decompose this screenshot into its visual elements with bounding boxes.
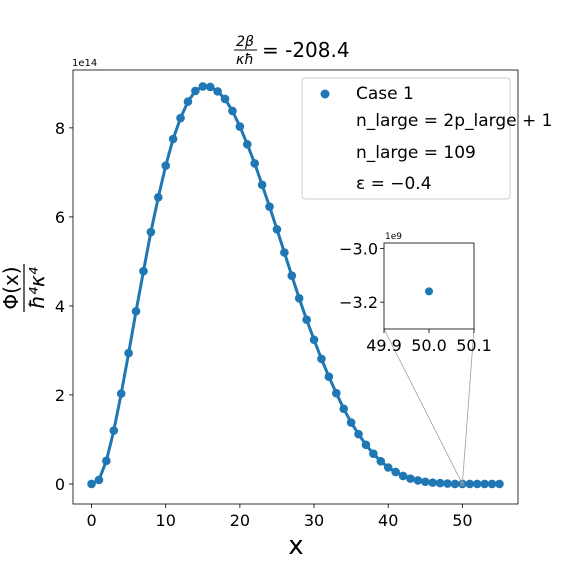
inset-connectors bbox=[383, 328, 475, 486]
data-point bbox=[287, 271, 297, 280]
data-point bbox=[472, 479, 482, 489]
inset-axes: 1e9 49.9 50.0 50.1 −3.0 −3.2 bbox=[339, 232, 492, 355]
data-point bbox=[257, 180, 267, 190]
y-tick-label: 2 bbox=[55, 386, 65, 405]
data-point bbox=[102, 456, 111, 466]
data-point bbox=[272, 225, 282, 234]
data-point bbox=[153, 193, 163, 202]
data-point bbox=[183, 97, 193, 106]
data-point bbox=[161, 161, 171, 171]
data-point bbox=[339, 404, 349, 414]
data-point bbox=[317, 354, 326, 364]
data-point bbox=[139, 266, 148, 276]
inset-x-tick-label: 50.1 bbox=[456, 336, 492, 355]
x-tick-label: 30 bbox=[304, 511, 324, 530]
data-point bbox=[146, 227, 156, 237]
y-tick-label: 6 bbox=[55, 208, 65, 227]
title-numerator: 2β bbox=[236, 34, 254, 50]
data-point bbox=[198, 82, 208, 91]
data-point bbox=[324, 372, 334, 381]
inset-y-tick-label: −3.0 bbox=[339, 239, 378, 258]
legend-entry: n_large = 2p_large + 1 bbox=[356, 111, 552, 131]
data-point bbox=[309, 335, 319, 345]
data-point bbox=[220, 94, 230, 104]
x-tick-label: 0 bbox=[86, 511, 96, 530]
data-point bbox=[265, 202, 274, 211]
data-point bbox=[124, 348, 133, 358]
x-tick-label: 50 bbox=[452, 511, 472, 530]
y-tick-label: 4 bbox=[55, 297, 65, 316]
data-point bbox=[280, 248, 289, 257]
data-point bbox=[465, 479, 475, 489]
inset-x-tick-label: 49.9 bbox=[366, 336, 402, 355]
inset-frame bbox=[383, 242, 475, 330]
data-point bbox=[242, 140, 252, 149]
data-point bbox=[435, 478, 445, 488]
data-point bbox=[87, 479, 96, 489]
title-value: = -208.4 bbox=[262, 38, 350, 62]
data-point bbox=[398, 471, 408, 481]
data-point bbox=[354, 429, 363, 439]
inset-y-tick-label: −3.2 bbox=[339, 293, 378, 312]
ylabel-denominator: ħ⁴κ⁴ bbox=[25, 267, 49, 309]
data-point bbox=[294, 294, 304, 303]
legend-entry: n_large = 109 bbox=[356, 143, 476, 163]
x-tick-label: 40 bbox=[378, 511, 398, 530]
y-offset-label: 1e14 bbox=[72, 58, 97, 69]
data-point bbox=[361, 440, 371, 450]
inset-x-tick-label: 50.0 bbox=[411, 336, 447, 355]
data-point bbox=[480, 479, 489, 489]
data-point bbox=[131, 306, 141, 316]
inset-zoom-region bbox=[460, 482, 465, 486]
ylabel-numerator: Φ(x) bbox=[0, 266, 23, 309]
data-point bbox=[495, 479, 504, 489]
x-tick-label: 10 bbox=[156, 511, 176, 530]
y-tick-label: 0 bbox=[55, 475, 65, 494]
inset-offset-label: 1e9 bbox=[385, 232, 402, 242]
data-point bbox=[116, 389, 126, 398]
inset-connector-line bbox=[461, 328, 475, 484]
inset-data-point bbox=[425, 287, 433, 296]
data-point bbox=[191, 86, 200, 96]
data-point bbox=[331, 388, 341, 398]
data-point bbox=[235, 122, 245, 131]
inset-connector-line bbox=[383, 328, 463, 485]
data-point bbox=[391, 467, 400, 477]
plot-area: 0 10 20 30 40 50 0 2 4 6 8 bbox=[55, 69, 519, 530]
data-point bbox=[94, 475, 104, 485]
data-point bbox=[420, 477, 430, 487]
data-point bbox=[487, 479, 497, 489]
legend-entry: ε = −0.4 bbox=[356, 174, 432, 194]
data-point bbox=[413, 476, 423, 485]
y-axis-label: Φ(x) ħ⁴κ⁴ bbox=[0, 264, 49, 312]
x-tick-label: 20 bbox=[230, 511, 250, 530]
legend-entry: Case 1 bbox=[356, 84, 414, 104]
data-point bbox=[369, 449, 378, 459]
data-point bbox=[168, 134, 178, 144]
x-axis-label: x bbox=[288, 531, 303, 561]
data-point bbox=[346, 418, 356, 427]
data-point bbox=[428, 478, 438, 487]
data-point bbox=[406, 474, 415, 483]
data-point bbox=[443, 479, 452, 488]
data-point bbox=[250, 159, 260, 168]
title-denominator: κħ bbox=[236, 52, 254, 68]
data-point bbox=[302, 315, 311, 325]
legend-frame bbox=[301, 77, 511, 200]
data-point bbox=[376, 456, 386, 466]
axes-frame bbox=[72, 69, 519, 505]
data-point bbox=[450, 479, 460, 489]
data-point bbox=[228, 106, 237, 116]
chart-title: 2β κħ = -208.4 bbox=[234, 34, 350, 68]
data-point bbox=[383, 463, 393, 472]
legend: Case 1 n_large = 2p_large + 1 n_large = 10… bbox=[301, 77, 552, 200]
data-point bbox=[213, 87, 222, 96]
y-tick-label: 8 bbox=[55, 119, 65, 138]
data-point bbox=[109, 426, 119, 435]
data-point bbox=[176, 113, 185, 123]
legend-marker bbox=[320, 89, 330, 99]
data-point bbox=[205, 82, 215, 92]
